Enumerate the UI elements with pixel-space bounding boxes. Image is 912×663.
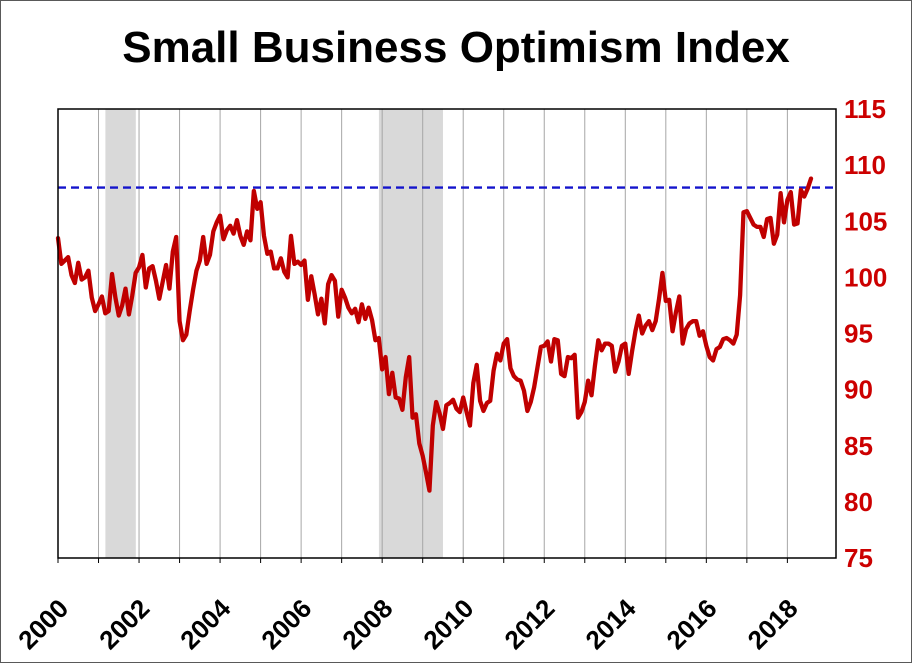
optimism-index-line	[55, 176, 814, 493]
y-axis-tick-label: 75	[844, 543, 873, 573]
x-axis-tick-label: 2012	[498, 593, 560, 655]
y-axis-tick-label: 110	[844, 150, 886, 180]
y-axis-tick-label: 100	[844, 262, 887, 292]
plot-border	[57, 108, 837, 559]
recession-band	[378, 109, 443, 558]
recession-band	[105, 109, 136, 558]
y-axis-tick-label: 95	[844, 319, 873, 349]
x-axis-tick-label: 2008	[336, 593, 398, 655]
y-axis-tick-label: 85	[844, 431, 873, 461]
y-axis-tick-label: 90	[844, 375, 873, 405]
y-axis-tick-label: 105	[844, 206, 887, 236]
x-axis-tick-label: 2018	[742, 593, 804, 655]
y-axis-tick-label: 80	[844, 487, 873, 517]
x-axis-tick-label: 2004	[174, 593, 236, 655]
x-axis-tick-label: 2000	[12, 593, 74, 655]
x-axis-tick-label: 2014	[579, 593, 641, 655]
x-axis-tick-label: 2010	[417, 593, 479, 655]
x-axis-tick-label: 2002	[93, 593, 155, 655]
chart-title: Small Business Optimism Index	[122, 23, 790, 72]
y-axis-tick-label: 115	[844, 94, 886, 124]
x-axis-tick-label: 2006	[255, 593, 317, 655]
x-axis-tick-label: 2016	[660, 593, 722, 655]
